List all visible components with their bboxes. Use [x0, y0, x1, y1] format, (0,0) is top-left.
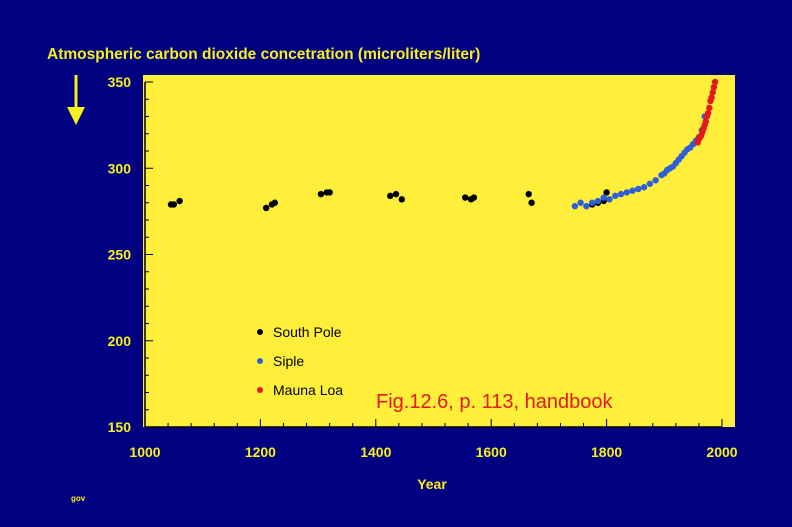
y-tick-label: 250	[108, 247, 132, 263]
data-point-south-pole	[170, 201, 178, 208]
x-axis-title: Year	[417, 476, 447, 492]
data-point-south-pole	[392, 190, 400, 198]
x-tick-label: 1400	[360, 444, 391, 460]
data-point-siple	[583, 203, 590, 210]
legend-label-south-pole: South Pole	[273, 324, 342, 340]
data-point-mauna-loa	[709, 89, 716, 96]
y-axis-title: Atmospheric carbon dioxide concetration …	[47, 46, 481, 63]
x-tick-label: 1800	[591, 444, 622, 460]
data-point-siple	[617, 190, 625, 198]
y-tick-label: 150	[108, 419, 132, 435]
legend-marker-siple	[257, 358, 263, 364]
data-point-siple	[606, 196, 613, 203]
plot-area	[143, 75, 735, 427]
x-tick-label: 1200	[245, 444, 276, 460]
data-point-south-pole	[262, 204, 270, 212]
x-tick-label: 1000	[129, 444, 160, 460]
legend-label-siple: Siple	[273, 353, 304, 369]
data-point-siple	[640, 184, 648, 191]
data-point-south-pole	[470, 194, 478, 201]
data-point-mauna-loa	[711, 78, 719, 86]
data-point-mauna-loa	[704, 109, 712, 117]
data-point-siple	[623, 189, 630, 196]
legend-label-mauna-loa: Mauna Loa	[273, 382, 343, 398]
data-point-mauna-loa	[710, 83, 718, 91]
data-point-siple	[594, 197, 602, 205]
data-point-siple	[571, 203, 579, 210]
data-point-siple	[600, 194, 607, 201]
figure-annotation: Fig.12.6, p. 113, handbook	[376, 391, 613, 413]
x-tick-label: 1600	[476, 444, 507, 460]
data-point-south-pole	[525, 190, 532, 198]
legend: South Pole Siple Mauna Loa	[257, 324, 343, 398]
data-point-siple	[629, 187, 636, 194]
credit-text: gov	[71, 494, 86, 503]
down-arrow-icon	[67, 75, 85, 125]
data-point-siple	[612, 192, 619, 200]
data-point-south-pole	[176, 197, 183, 205]
data-point-siple	[588, 199, 596, 206]
y-tick-label: 350	[108, 74, 132, 90]
data-point-south-pole	[462, 194, 469, 201]
data-point-south-pole	[603, 189, 610, 196]
data-point-south-pole	[271, 199, 279, 206]
data-point-siple	[635, 185, 642, 193]
data-point-south-pole	[326, 189, 333, 196]
data-point-mauna-loa	[708, 94, 715, 101]
data-point-mauna-loa	[702, 118, 710, 125]
data-point-south-pole	[528, 199, 535, 206]
data-point-south-pole	[387, 192, 394, 200]
x-tick-label: 2000	[706, 444, 737, 460]
data-point-south-pole	[398, 196, 405, 203]
data-point-south-pole	[317, 190, 325, 198]
legend-marker-mauna-loa	[257, 387, 263, 393]
data-point-siple	[652, 177, 659, 184]
y-tick-label: 200	[108, 333, 132, 349]
data-point-siple	[577, 199, 584, 206]
data-point-siple	[646, 180, 654, 187]
y-tick-label: 300	[108, 160, 132, 176]
legend-marker-south-pole	[257, 329, 263, 335]
data-point-mauna-loa	[706, 104, 713, 112]
